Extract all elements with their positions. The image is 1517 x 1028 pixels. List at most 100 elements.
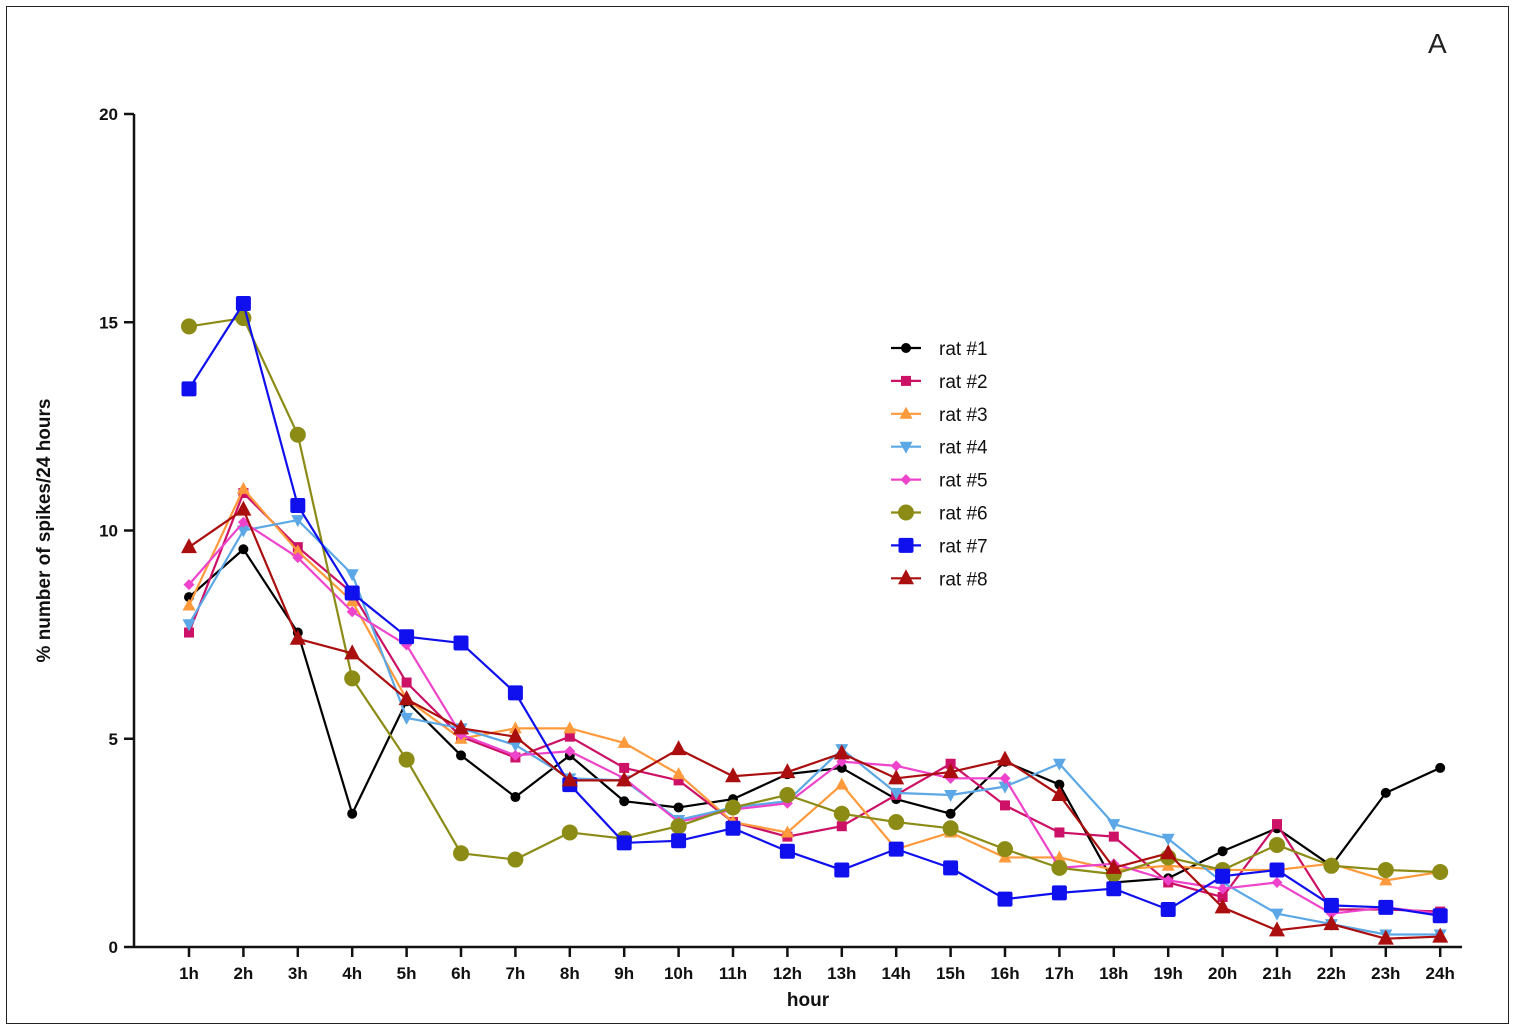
data-point <box>899 441 913 454</box>
data-point <box>507 727 524 743</box>
data-point <box>1379 873 1393 886</box>
legend-label: rat #2 <box>939 372 988 393</box>
data-point <box>1160 902 1176 918</box>
series-line <box>188 548 1441 884</box>
data-point <box>836 821 847 832</box>
data-point <box>888 769 905 785</box>
data-point <box>344 585 360 601</box>
data-point <box>780 825 794 838</box>
x-tick-label: 2h <box>233 964 253 983</box>
data-point <box>181 381 197 397</box>
data-point <box>509 749 521 761</box>
data-point <box>901 343 911 353</box>
data-point <box>1323 857 1340 874</box>
data-point <box>1215 868 1231 884</box>
series-4 <box>182 515 1447 942</box>
plot-series <box>181 296 1449 945</box>
data-point <box>833 805 850 822</box>
data-point <box>399 629 415 645</box>
legend-item: rat #8 <box>891 569 988 590</box>
data-point <box>1162 874 1174 886</box>
data-point <box>1054 827 1065 838</box>
data-point <box>453 845 469 862</box>
legend-item: rat #3 <box>891 405 988 426</box>
series-1 <box>184 544 1446 888</box>
data-point <box>181 538 197 554</box>
y-axis-title: % number of spikes/24 hours <box>34 399 55 663</box>
data-point <box>1217 883 1229 895</box>
data-point <box>289 629 306 645</box>
data-point <box>1105 858 1122 874</box>
x-tick-label: 16h <box>990 964 1019 983</box>
data-point <box>181 318 197 335</box>
data-point <box>456 750 466 761</box>
data-point <box>1217 892 1228 903</box>
data-point <box>561 824 578 841</box>
y-tick-label: 10 <box>99 522 118 541</box>
data-point <box>1054 779 1065 790</box>
data-point <box>1269 836 1285 853</box>
data-point <box>779 763 796 779</box>
data-point <box>836 762 847 773</box>
data-point <box>563 721 577 734</box>
data-point <box>236 481 250 494</box>
x-tick-label: 15h <box>936 964 965 983</box>
data-point <box>616 771 633 787</box>
data-point <box>182 598 196 611</box>
x-tick-label: 1h <box>179 964 199 983</box>
data-point <box>1272 819 1282 830</box>
series-3 <box>182 481 1447 886</box>
data-point <box>1052 850 1066 863</box>
y-tick-label: 20 <box>99 105 118 124</box>
data-point <box>834 862 850 878</box>
data-point <box>1214 898 1231 914</box>
legend-item: rat #6 <box>891 504 988 525</box>
data-point <box>898 504 914 521</box>
legend-item: rat #5 <box>891 471 988 492</box>
x-tick-label: 22h <box>1317 964 1346 983</box>
data-point <box>1108 831 1119 842</box>
data-point <box>888 814 905 831</box>
y-axis-ticks: 0 5 10 15 20 <box>99 105 134 957</box>
y-tick-label: 15 <box>99 313 118 332</box>
data-point <box>291 544 305 557</box>
data-point <box>453 719 469 735</box>
data-point <box>1051 785 1068 801</box>
data-point <box>1000 800 1010 811</box>
x-tick-label: 6h <box>451 964 471 983</box>
data-point <box>398 751 415 768</box>
data-point <box>507 685 523 701</box>
x-tick-label: 11h <box>719 964 747 983</box>
series-line <box>188 508 1441 940</box>
data-point <box>1052 758 1066 771</box>
x-tick-label: 20h <box>1208 964 1237 983</box>
series-6 <box>181 310 1449 883</box>
data-point <box>944 789 958 802</box>
x-tick-label: 14h <box>882 964 911 983</box>
data-point <box>619 762 630 773</box>
series-line <box>188 487 1441 882</box>
series-line <box>188 316 1441 876</box>
legend-item: rat #1 <box>891 339 988 360</box>
data-point <box>779 843 795 859</box>
data-point <box>508 721 522 734</box>
x-axis-title: hour <box>787 990 830 1011</box>
x-tick-label: 10h <box>664 964 693 983</box>
legend-label: rat #7 <box>939 536 988 557</box>
x-tick-label: 7h <box>505 964 525 983</box>
data-point <box>1432 864 1449 881</box>
x-tick-label: 21h <box>1262 964 1291 983</box>
x-tick-label: 13h <box>827 964 856 983</box>
legend-label: rat #3 <box>939 405 988 426</box>
data-point <box>997 841 1013 858</box>
legend-item: rat #2 <box>891 372 988 393</box>
x-tick-label: 19h <box>1154 964 1183 983</box>
data-point <box>345 569 359 582</box>
data-point <box>898 569 914 585</box>
data-point <box>344 644 361 660</box>
data-point <box>1107 819 1121 832</box>
data-point <box>1217 846 1228 857</box>
data-point <box>291 515 305 528</box>
data-point <box>289 426 306 443</box>
